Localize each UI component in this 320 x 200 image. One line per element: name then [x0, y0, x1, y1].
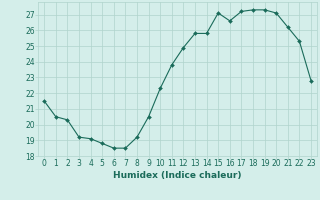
X-axis label: Humidex (Indice chaleur): Humidex (Indice chaleur)	[113, 171, 242, 180]
